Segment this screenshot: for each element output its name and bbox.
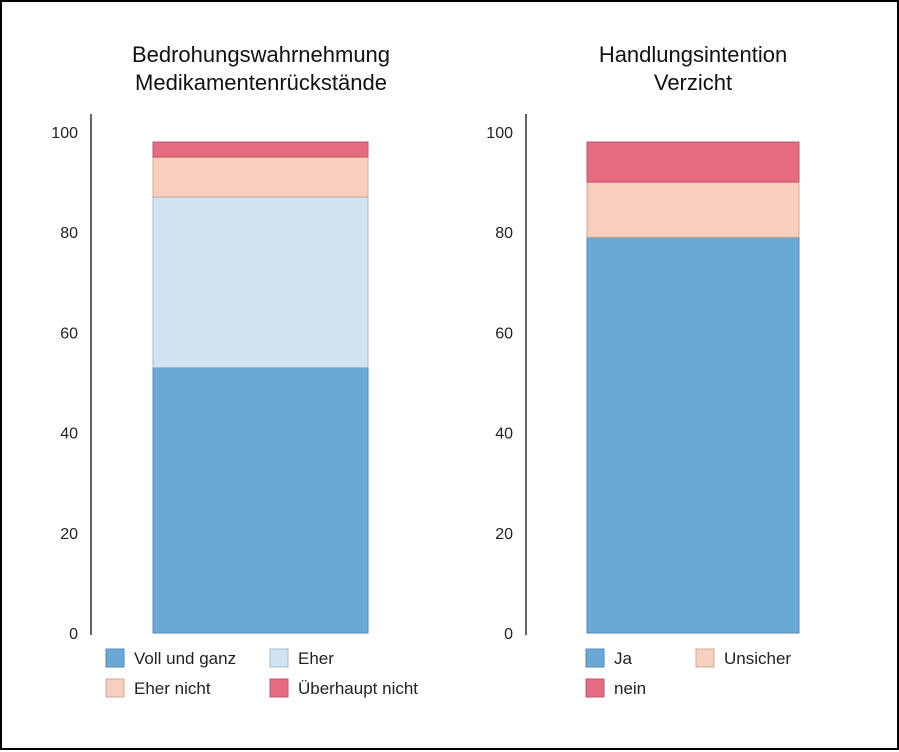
y-tick-label: 80 (495, 225, 513, 242)
chart-title-line-1: Handlungsintention (599, 42, 787, 67)
legend-label: nein (614, 679, 646, 698)
legend-label: Überhaupt nicht (298, 679, 418, 698)
legend-swatch (269, 678, 289, 698)
y-tick-label: 100 (51, 125, 78, 142)
chart-title-line-1: Bedrohungswahrnehmung (132, 42, 390, 67)
legend-swatch (585, 648, 605, 668)
y-tick-label: 20 (495, 526, 513, 543)
bar-segment (152, 141, 369, 158)
y-tick-label: 80 (60, 225, 78, 242)
bar-segment (152, 156, 369, 198)
bar-segment (586, 236, 800, 634)
bar-segment (152, 366, 369, 634)
legend-swatch (585, 678, 605, 698)
y-tick-label: 60 (60, 325, 78, 342)
legend-label: Eher nicht (134, 679, 211, 698)
legend-label: Eher (298, 649, 334, 668)
bar-segment (586, 181, 800, 238)
y-tick-label: 0 (504, 626, 513, 643)
legend-label: Unsicher (724, 649, 791, 668)
chart-title-line-2: Verzicht (654, 70, 732, 95)
legend-swatch (105, 678, 125, 698)
y-tick-label: 0 (69, 626, 78, 643)
y-tick-label: 40 (60, 426, 78, 443)
y-tick-label: 100 (486, 125, 513, 142)
bar-segment (586, 141, 800, 183)
chart-title-line-2: Medikamentenrückstände (135, 70, 387, 95)
legend-swatch (105, 648, 125, 668)
legend-label: Ja (614, 649, 633, 668)
y-tick-label: 60 (495, 325, 513, 342)
legend-swatch (269, 648, 289, 668)
legend-swatch (695, 648, 715, 668)
chart-panel-threat-perception: Bedrohungswahrnehmung Medikamentenrückst… (51, 42, 418, 698)
bar-segment (152, 196, 369, 368)
chart-panel-action-intention: Handlungsintention Verzicht 0 20 40 60 80 100… (486, 42, 800, 698)
y-tick-label: 40 (495, 426, 513, 443)
legend-label: Voll und ganz (134, 649, 236, 668)
y-tick-label: 20 (60, 526, 78, 543)
